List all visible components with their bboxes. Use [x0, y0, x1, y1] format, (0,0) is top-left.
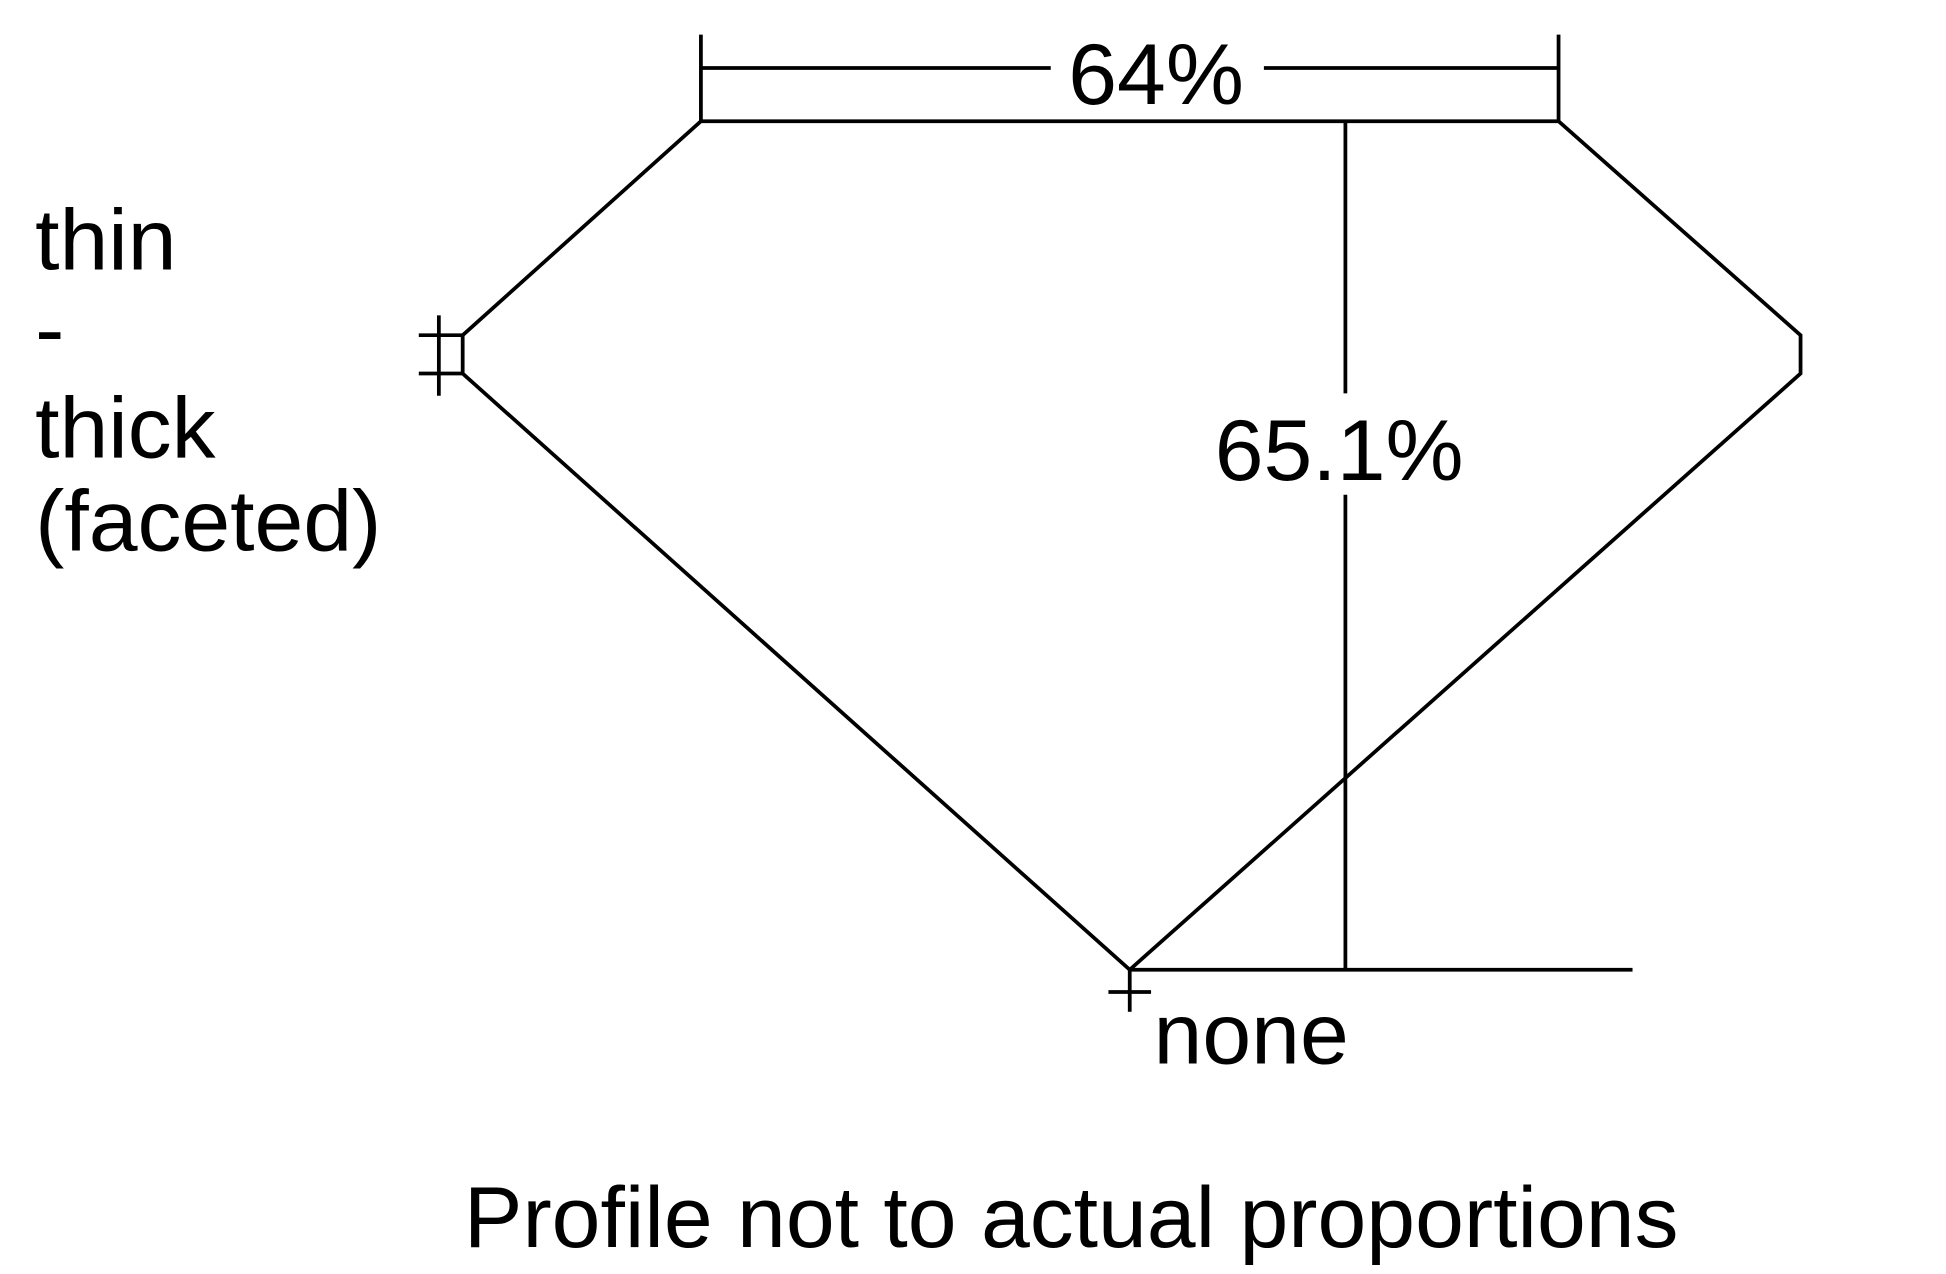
footnote: Profile not to actual proportions [464, 1169, 1679, 1265]
girdle-label-line: thick [35, 380, 216, 476]
depth-percentage: 65.1% [1215, 402, 1464, 498]
girdle-label-line: (faceted) [35, 473, 381, 569]
girdle-label-line: - [35, 281, 64, 377]
girdle-label: thin - thick (faceted) [35, 192, 381, 569]
gem-profile-outline [460, 119, 1803, 973]
culet-label: none [1154, 986, 1349, 1082]
girdle-label-line: thin [35, 192, 176, 288]
table-percentage: 64% [1068, 26, 1244, 122]
